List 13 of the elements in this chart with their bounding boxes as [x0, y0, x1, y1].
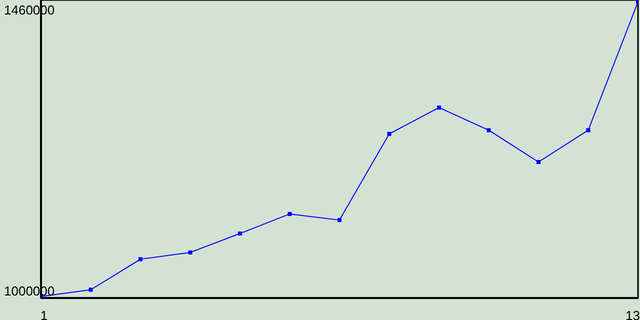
point — [387, 132, 392, 136]
point — [586, 128, 590, 132]
x-tick-label: 13 — [626, 308, 640, 320]
point — [238, 232, 242, 236]
point — [338, 218, 342, 222]
point — [486, 128, 491, 132]
point — [437, 106, 441, 110]
point — [88, 288, 93, 292]
point — [188, 250, 192, 254]
point — [138, 257, 142, 262]
x-tick-label: 1 — [40, 308, 48, 320]
point — [288, 212, 292, 216]
point — [536, 160, 540, 164]
